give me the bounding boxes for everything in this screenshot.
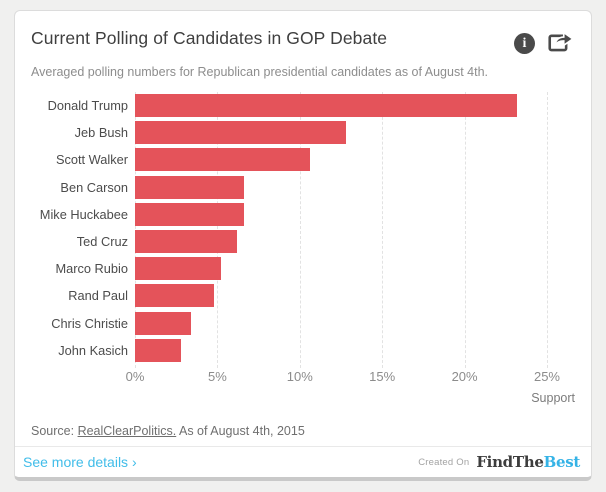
brand-dark: FindThe <box>476 453 544 471</box>
bar-track <box>135 94 575 118</box>
source-link[interactable]: RealClearPolitics. <box>77 423 177 438</box>
chart-row: Mike Huckabee <box>31 201 575 228</box>
info-icon[interactable]: i <box>514 33 535 54</box>
bar-chart: Donald Trump Jeb Bush Scott Walker Ben Cars… <box>31 92 575 405</box>
bar-track <box>135 148 575 172</box>
candidate-label: Jeb Bush <box>74 125 128 141</box>
bar-john-kasich[interactable] <box>135 338 182 362</box>
chart-card: Current Polling of Candidates in GOP Deb… <box>14 10 592 481</box>
findthebest-logo[interactable]: FindTheBest <box>476 453 580 471</box>
bar-track <box>135 311 575 335</box>
candidate-label: Mike Huckabee <box>39 206 128 222</box>
page-title: Current Polling of Candidates in GOP Deb… <box>31 28 388 48</box>
bar-track <box>135 202 575 226</box>
bar-chris-christie[interactable] <box>135 311 192 335</box>
card-header: Current Polling of Candidates in GOP Deb… <box>15 11 591 58</box>
candidate-label: Scott Walker <box>55 152 128 168</box>
bar-donald-trump[interactable] <box>135 94 518 118</box>
x-tick-label: 10% <box>286 368 313 384</box>
bar-rand-paul[interactable] <box>135 284 215 308</box>
chart-row: Rand Paul <box>31 282 575 309</box>
x-axis-label: Support <box>531 390 575 405</box>
x-tick-label: 15% <box>369 368 396 384</box>
share-icon[interactable] <box>548 29 575 58</box>
candidate-label: Rand Paul <box>68 288 128 304</box>
bar-ben-carson[interactable] <box>135 175 244 199</box>
chart-rows: Donald Trump Jeb Bush Scott Walker Ben Cars… <box>31 92 575 364</box>
see-more-details-link[interactable]: See more details › <box>23 454 137 470</box>
x-tick-label: 25% <box>533 368 560 384</box>
chart-row: John Kasich <box>31 337 575 364</box>
source-prefix: Source: <box>31 423 78 438</box>
x-tick-label: 0% <box>125 368 145 384</box>
source-suffix: As of August 4th, 2015 <box>176 423 305 438</box>
candidate-label: Ted Cruz <box>76 234 128 250</box>
created-on-label: Created On <box>418 456 470 468</box>
chart-row: Jeb Bush <box>31 119 575 146</box>
bar-track <box>135 121 575 145</box>
chart-row: Chris Christie <box>31 310 575 337</box>
bar-scott-walker[interactable] <box>135 148 310 172</box>
chart-row: Marco Rubio <box>31 255 575 282</box>
x-axis-ticks: 0% 5% 10% 15% 20% 25% <box>126 368 575 386</box>
bar-ted-cruz[interactable] <box>135 230 238 254</box>
bar-mike-huckabee[interactable] <box>135 202 244 226</box>
bar-track <box>135 284 575 308</box>
brand-accent: Best <box>543 453 581 471</box>
bar-track <box>135 230 575 254</box>
candidate-label: Donald Trump <box>47 98 128 114</box>
chart-subtitle: Averaged polling numbers for Republican … <box>31 65 489 79</box>
candidate-label: Ben Carson <box>60 179 128 195</box>
bar-marco-rubio[interactable] <box>135 257 221 281</box>
chart-row: Ben Carson <box>31 174 575 201</box>
candidate-label: Marco Rubio <box>55 261 128 277</box>
candidate-label: Chris Christie <box>51 315 128 331</box>
bar-jeb-bush[interactable] <box>135 121 346 145</box>
candidate-label: John Kasich <box>58 342 128 358</box>
chart-row: Donald Trump <box>31 92 575 119</box>
source-line: Source: RealClearPolitics. As of August … <box>31 424 575 438</box>
chart-row: Scott Walker <box>31 146 575 173</box>
x-tick-label: 5% <box>207 368 227 384</box>
footer-bar: See more details › Created On FindTheBes… <box>15 446 591 477</box>
x-tick-label: 20% <box>451 368 478 384</box>
chart-row: Ted Cruz <box>31 228 575 255</box>
header-icons: i <box>514 28 575 58</box>
bar-track <box>135 338 575 362</box>
bar-track <box>135 257 575 281</box>
bar-track <box>135 175 575 199</box>
